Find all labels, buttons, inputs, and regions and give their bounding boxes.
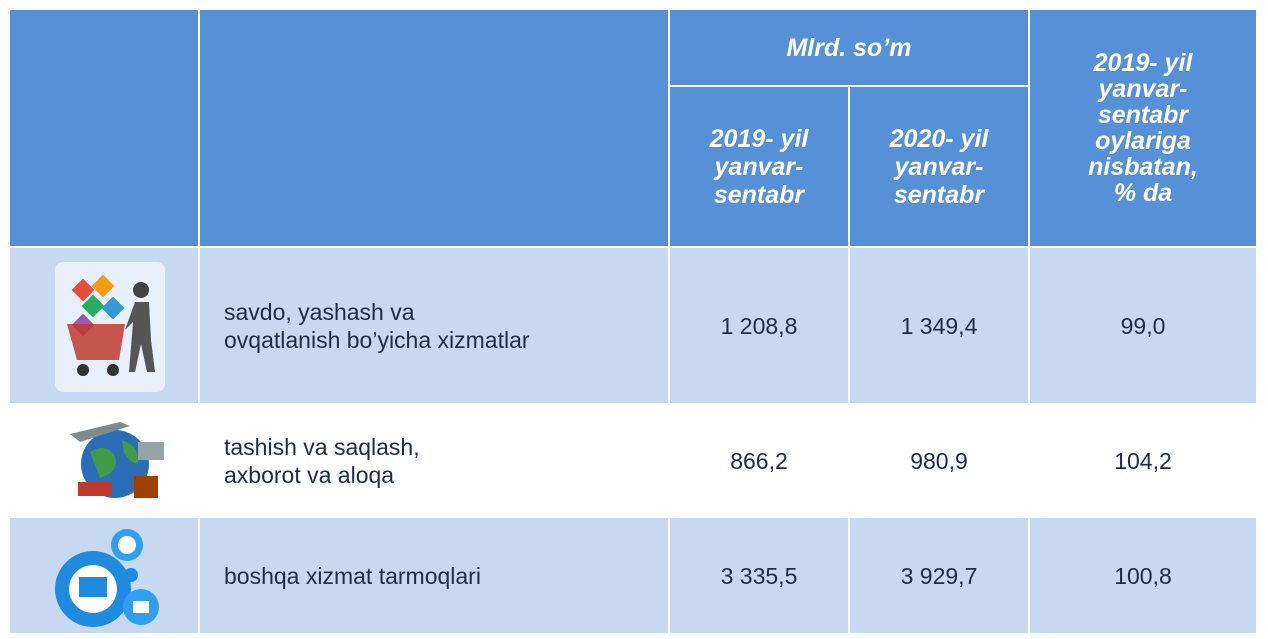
column-header: 2019- yil yanvar-sentabr <box>670 87 850 248</box>
group-header: Mlrd. so’m <box>670 10 1030 87</box>
value: 100,8 <box>1114 562 1172 589</box>
ratio-header: 2019- yil yanvar-sentabr oylariga nisbatan,… <box>1030 10 1258 248</box>
value-cell: 100,8 <box>1030 518 1258 635</box>
value-cell: 1 208,8 <box>670 248 850 405</box>
value: 1 349,4 <box>900 312 978 339</box>
text-line: tashish va saqlash, <box>224 433 420 460</box>
value: 99,0 <box>1120 312 1166 339</box>
value: 104,2 <box>1114 447 1172 474</box>
text-line: boshqa xizmat tarmoqlari <box>224 562 481 589</box>
text-line: 2019- yil <box>709 124 809 153</box>
value-cell: 3 929,7 <box>850 518 1030 635</box>
value-cell: 1 349,4 <box>850 248 1030 405</box>
text-line: oylariga <box>1095 127 1191 155</box>
value-cell: 3 335,5 <box>670 518 850 635</box>
text-line: ovqatlanish bo’yicha xizmatlar <box>224 326 530 353</box>
value-cell: 99,0 <box>1030 248 1258 405</box>
row-label: savdo, yashash va ovqatlanish bo’yicha xi… <box>200 248 670 405</box>
value-cell: 104,2 <box>1030 405 1258 518</box>
value: 3 929,7 <box>900 562 978 589</box>
text-line: sentabr <box>893 180 985 209</box>
text-line: Mlrd. so’m <box>786 33 912 62</box>
value: 1 208,8 <box>720 312 798 339</box>
header-cell <box>10 10 200 248</box>
text-line: sentabr <box>1097 101 1189 129</box>
text-line: yanvar- <box>714 152 804 181</box>
column-header: 2020- yil yanvar-sentabr <box>850 87 1030 248</box>
text-line: yanvar- <box>894 152 984 181</box>
text-line: yanvar- <box>1098 75 1188 103</box>
shopping-icon <box>55 262 165 392</box>
text-line: sentabr <box>713 180 805 209</box>
header-cell <box>200 10 670 248</box>
text-line: 2019- yil <box>1093 49 1193 77</box>
value: 980,9 <box>910 447 968 474</box>
transport-icon <box>70 422 164 498</box>
row-label: boshqa xizmat tarmoqlari <box>200 518 670 635</box>
text-line: axborot va aloqa <box>224 461 395 488</box>
value: 3 335,5 <box>720 562 798 589</box>
value-cell: 866,2 <box>670 405 850 518</box>
value-cell: 980,9 <box>850 405 1030 518</box>
value: 866,2 <box>730 447 788 474</box>
services-icon <box>55 529 159 627</box>
text-line: 2020- yil <box>889 124 989 153</box>
text-line: % da <box>1113 179 1173 207</box>
text-line: nisbatan, <box>1088 153 1198 181</box>
text-line: savdo, yashash va <box>224 298 415 325</box>
row-label: tashish va saqlash, axborot va aloqa <box>200 405 670 518</box>
